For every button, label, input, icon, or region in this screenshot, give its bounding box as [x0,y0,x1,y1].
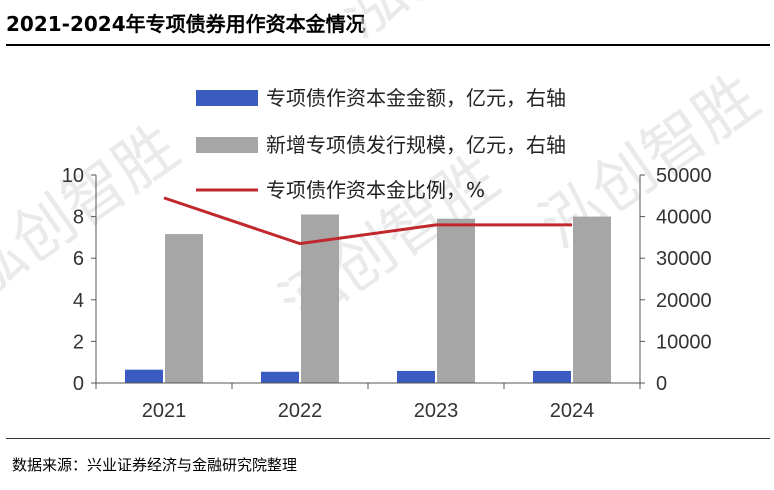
left-tick-label: 6 [73,248,84,270]
right-tick-label: 40000 [656,207,712,229]
bar-capital-amount-2023 [397,370,435,383]
legend-label-1: 新增专项债发行规模，亿元，右轴 [266,133,566,157]
left-tick-label: 10 [62,165,84,187]
bar-capital-amount-2021 [125,369,163,383]
bar-issuance-scale-2021 [165,234,203,383]
right-tick-label: 50000 [656,165,712,187]
left-tick-label: 2 [73,331,84,353]
left-tick-label: 4 [73,290,84,312]
x-tick-label: 2024 [550,400,595,422]
bar-issuance-scale-2023 [437,218,475,383]
x-tick-label: 2022 [278,400,323,422]
bar-capital-amount-2022 [261,371,299,383]
legend-label-2: 专项债作资本金比例，% [266,178,485,202]
bar-capital-amount-2024 [533,370,571,383]
watermark-text: 泓创智胜 [327,0,572,52]
right-tick-label: 10000 [656,331,712,353]
source-note: 数据来源：兴业证券经济与金融研究院整理 [12,456,298,474]
left-tick-label: 0 [73,373,84,395]
legend-label-0: 专项债作资本金金额，亿元，右轴 [266,86,566,110]
x-tick-label: 2021 [142,400,187,422]
source-divider [6,438,770,439]
legend-swatch-0 [196,90,258,106]
right-tick-label: 30000 [656,248,712,270]
right-tick-label: 20000 [656,290,712,312]
line-capital-ratio [163,196,572,246]
title-divider [6,44,770,46]
right-tick-label: 0 [656,373,667,395]
chart-title: 2021-2024年专项债券用作资本金情况 [6,12,366,36]
legend-swatch-1 [196,137,258,153]
left-tick-label: 8 [73,207,84,229]
bar-issuance-scale-2024 [573,216,611,383]
x-tick-label: 2023 [414,400,459,422]
